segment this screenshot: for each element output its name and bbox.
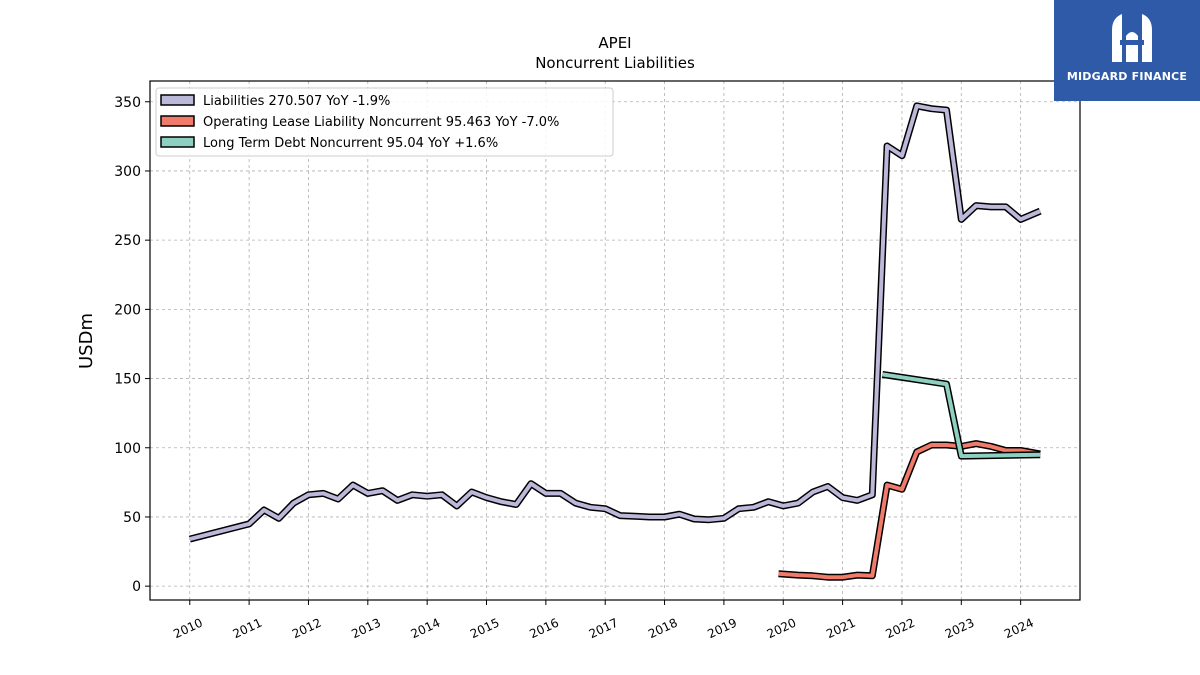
x-tick-label: 2019 (705, 616, 739, 642)
brand-logo: MIDGARD FINANCE (1054, 0, 1200, 101)
x-tick-label: 2023 (943, 616, 977, 642)
brand-mark-icon (1112, 14, 1152, 62)
plot-frame (149, 80, 1081, 601)
x-tick-label: 2017 (587, 616, 621, 642)
y-tick-label: 50 (123, 510, 141, 526)
y-tick-label: 200 (114, 302, 141, 318)
series-line-0 (189, 103, 1041, 542)
y-tick-label: 350 (114, 95, 141, 111)
chart-subtitle: Noncurrent Liabilities (535, 54, 695, 72)
y-tick-label: 100 (114, 441, 141, 457)
legend-swatch (160, 136, 195, 148)
y-axis-ticks: 0 50 100 150 200 250 300 350 (114, 95, 150, 595)
x-axis-ticks: 2010 2011 2012 2013 2014 2015 2016 2017 2018 2019… (171, 600, 1036, 642)
series-line-outline-2 (881, 370, 1041, 460)
x-tick-label: 2011 (231, 616, 265, 642)
brand-name: MIDGARD FINANCE (1066, 70, 1188, 83)
x-tick-label: 2012 (290, 616, 324, 642)
legend-swatch (160, 115, 195, 127)
grid (150, 81, 1080, 600)
y-axis-label: USDm (76, 313, 97, 369)
legend: Liabilities 270.507 YoY -1.9% Operating L… (155, 87, 614, 157)
legend-entry: Liabilities 270.507 YoY -1.9% (203, 94, 390, 109)
legend-swatch (160, 94, 195, 106)
x-tick-label: 2024 (1002, 616, 1036, 642)
series-line-outline-1 (778, 440, 1041, 581)
legend-entry: Long Term Debt Noncurrent 95.04 YoY +1.6… (203, 136, 498, 151)
x-tick-label: 2015 (468, 616, 502, 642)
x-tick-label: 2016 (527, 616, 561, 642)
series-line-1 (778, 441, 1041, 580)
y-tick-label: 300 (114, 164, 141, 180)
x-tick-label: 2018 (646, 616, 680, 642)
legend-entry: Operating Lease Liability Noncurrent 95.… (203, 115, 559, 130)
y-tick-label: 150 (114, 372, 141, 388)
series-layer (188, 102, 1042, 581)
x-tick-label: 2022 (883, 616, 917, 642)
x-tick-label: 2013 (349, 616, 383, 642)
x-tick-label: 2020 (765, 616, 799, 642)
x-tick-label: 2021 (824, 616, 858, 642)
x-tick-label: 2014 (409, 616, 443, 642)
series-line-2 (882, 372, 1041, 459)
y-tick-label: 250 (114, 233, 141, 249)
x-tick-label: 2010 (171, 616, 205, 642)
chart-title: APEI (598, 34, 631, 52)
y-tick-label: 0 (132, 579, 141, 595)
legend-box (155, 87, 614, 157)
